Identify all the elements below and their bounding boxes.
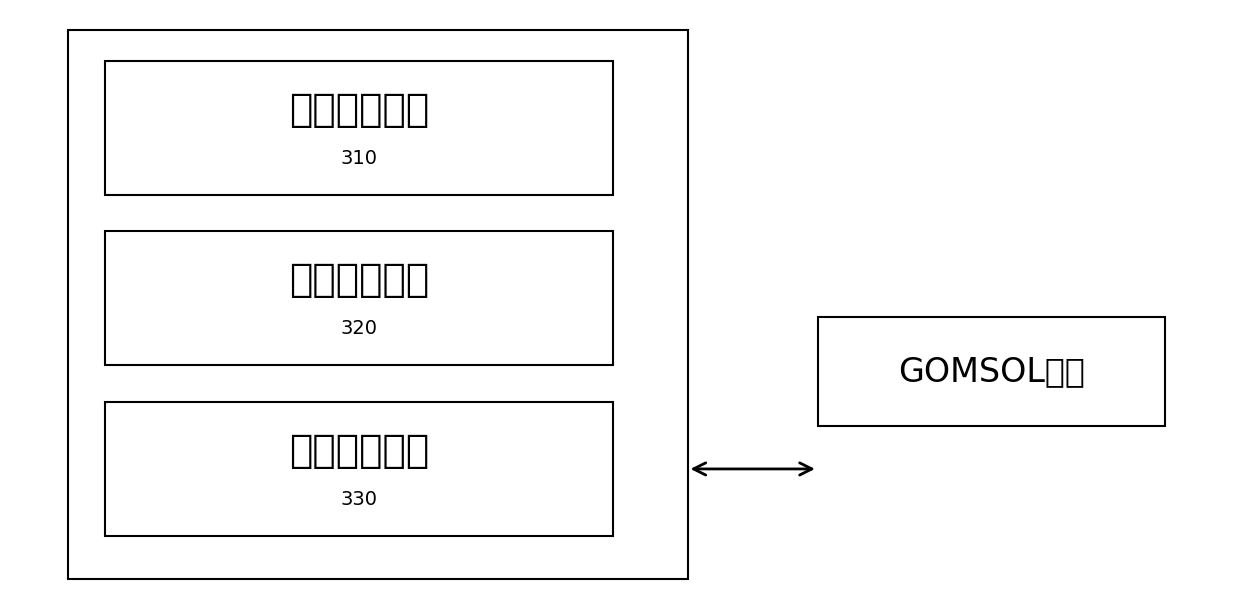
Bar (105, 402, 613, 536)
Bar (68, 30, 688, 579)
Bar (105, 231, 613, 365)
Text: GOMSOL系统: GOMSOL系统 (898, 355, 1084, 388)
Text: 模型计算单元: 模型计算单元 (289, 261, 430, 299)
Text: 模型建立单元: 模型建立单元 (289, 432, 430, 470)
Text: 模型选取单元: 模型选取单元 (289, 91, 430, 128)
Text: 310: 310 (341, 149, 378, 168)
Bar (818, 317, 1165, 426)
Text: 320: 320 (341, 319, 378, 339)
Text: 330: 330 (341, 490, 378, 509)
Bar (105, 61, 613, 195)
